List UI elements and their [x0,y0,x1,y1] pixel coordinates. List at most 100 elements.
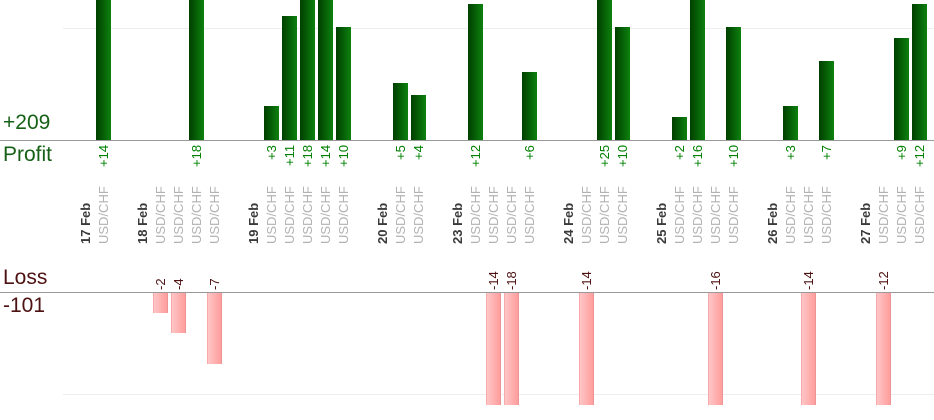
profit-value-label: +16 [690,145,705,168]
profit-bar [912,4,927,140]
day-group: 20 Feb +5 USD/CHF +4 USD/CHF [375,0,426,420]
profit-bar [282,16,297,140]
loss-axis-line [0,292,934,293]
loss-bar [153,293,168,313]
loss-bar [486,293,501,405]
trade-column: +11 USD/CHF [282,0,297,420]
date-label: 17 Feb [78,202,93,244]
symbol-label: USD/CHF [522,186,537,244]
date-label: 24 Feb [561,202,576,244]
trade-column: +3 USD/CHF [264,0,279,420]
trade-column: -12 USD/CHF [876,0,891,420]
loss-bar [708,293,723,405]
trade-column: -2 USD/CHF [153,0,168,420]
profit-value-label: +10 [336,145,351,168]
date-column: 25 Feb [654,0,669,420]
profit-total-value: +209 [3,111,51,134]
profit-bar [819,61,834,140]
profit-value-label: +12 [912,145,927,168]
loss-value-label: -4 [171,278,186,290]
symbol-label: USD/CHF [468,186,483,244]
profit-bar [264,106,279,140]
profit-value-label: +6 [522,145,537,160]
date-label: 20 Feb [375,202,390,244]
trade-column: +18 USD/CHF [189,0,204,420]
profit-bar [468,4,483,140]
loss-bar [207,293,222,364]
symbol-label: USD/CHF [615,186,630,244]
day-group: 18 Feb -2 USD/CHF -4 USD/CHF +18 USD/CHF -7 USD/… [135,0,222,420]
date-label: 19 Feb [246,202,261,244]
symbol-label: USD/CHF [300,186,315,244]
profit-bar [336,27,351,140]
trade-column: +14 USD/CHF [318,0,333,420]
trade-column: +18 USD/CHF [300,0,315,420]
trade-column: +6 USD/CHF [522,0,537,420]
profit-value-label: +18 [300,145,315,168]
loss-bar [876,293,891,405]
trade-column: +12 USD/CHF [468,0,483,420]
trade-column: +5 USD/CHF [393,0,408,420]
profit-value-label: +2 [672,145,687,160]
symbol-label: USD/CHF [318,186,333,244]
profit-value-label: +25 [597,145,612,168]
trade-column: +4 USD/CHF [411,0,426,420]
trade-column: +16 USD/CHF [690,0,705,420]
day-group: 24 Feb -14 USD/CHF +25 USD/CHF +10 USD/CHF [561,0,630,420]
trade-column: +7 USD/CHF [819,0,834,420]
symbol-label: USD/CHF [486,186,501,244]
profit-value-label: +18 [189,145,204,168]
trade-column: +14 USD/CHF [96,0,111,420]
profit-bar [783,106,798,140]
profit-bar [393,83,408,140]
symbol-label: USD/CHF [411,186,426,244]
symbol-label: USD/CHF [912,186,927,244]
trade-column: -7 USD/CHF [207,0,222,420]
symbol-label: USD/CHF [579,186,594,244]
symbol-label: USD/CHF [282,186,297,244]
loss-total-value: -101 [3,294,46,317]
symbol-label: USD/CHF [894,186,909,244]
profit-value-label: +11 [282,145,297,167]
symbol-label: USD/CHF [726,186,741,244]
symbol-label: USD/CHF [264,186,279,244]
symbol-label: USD/CHF [672,186,687,244]
profit-bar [522,72,537,140]
trade-column: +25 USD/CHF [597,0,612,420]
profit-value-label: +14 [96,145,111,168]
trade-column: -14 USD/CHF [579,0,594,420]
symbol-label: USD/CHF [783,186,798,244]
loss-value-label: -18 [504,271,519,290]
profit-value-label: +3 [783,145,798,160]
symbol-label: USD/CHF [96,186,111,244]
profit-bar [597,0,612,140]
day-group: 23 Feb +12 USD/CHF -14 USD/CHF -18 USD/CHF +6 US… [450,0,537,420]
profit-value-label: +7 [819,145,834,160]
symbol-label: USD/CHF [801,186,816,244]
date-column: 26 Feb [765,0,780,420]
profit-value-label: +10 [726,145,741,168]
date-label: 26 Feb [765,202,780,244]
day-group: 25 Feb +2 USD/CHF +16 USD/CHF -16 USD/CHF +10 US… [654,0,741,420]
loss-axis-label: Loss [3,266,48,289]
symbol-label: USD/CHF [819,186,834,244]
trade-column: +10 USD/CHF [726,0,741,420]
profit-value-label: +10 [615,145,630,168]
loss-bar [801,293,816,405]
loss-value-label: -14 [486,271,501,290]
bar-groups: 17 Feb +14 USD/CHF 18 Feb -2 USD/CHF -4 USD/CHF… [78,0,927,420]
loss-value-label: -12 [876,271,891,290]
profit-bar [690,0,705,140]
symbol-label: USD/CHF [690,186,705,244]
date-column: 24 Feb [561,0,576,420]
symbol-label: USD/CHF [876,186,891,244]
symbol-label: USD/CHF [153,186,168,244]
date-column: 17 Feb [78,0,93,420]
profit-bar [672,117,687,140]
profit-bar [894,38,909,140]
loss-value-label: -2 [153,278,168,290]
loss-bar [504,293,519,405]
trade-column: +2 USD/CHF [672,0,687,420]
trade-column: -14 USD/CHF [486,0,501,420]
